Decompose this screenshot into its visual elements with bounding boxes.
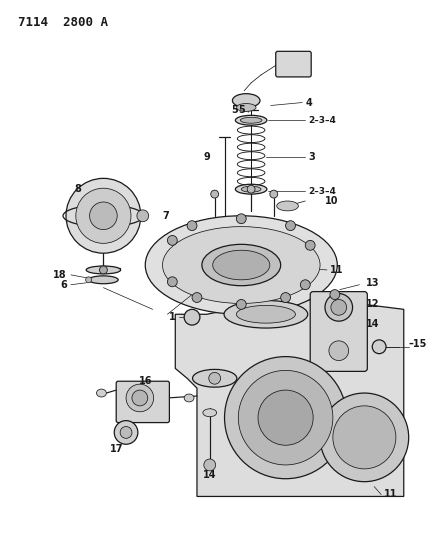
Ellipse shape bbox=[233, 94, 260, 108]
Circle shape bbox=[66, 179, 141, 253]
Text: 1: 1 bbox=[169, 312, 175, 322]
Ellipse shape bbox=[193, 369, 237, 387]
Circle shape bbox=[192, 293, 202, 302]
Circle shape bbox=[258, 390, 313, 445]
Circle shape bbox=[325, 294, 353, 321]
Circle shape bbox=[247, 185, 255, 193]
Circle shape bbox=[114, 421, 138, 445]
Circle shape bbox=[126, 384, 154, 412]
Circle shape bbox=[76, 188, 131, 244]
Text: 7114  2800 A: 7114 2800 A bbox=[18, 16, 108, 29]
Text: 11: 11 bbox=[330, 265, 343, 275]
Circle shape bbox=[132, 390, 148, 406]
Circle shape bbox=[90, 202, 117, 230]
Text: 7: 7 bbox=[163, 211, 169, 221]
Ellipse shape bbox=[240, 117, 262, 123]
Ellipse shape bbox=[277, 201, 299, 211]
Ellipse shape bbox=[203, 409, 217, 417]
Text: 13: 13 bbox=[366, 278, 380, 288]
Circle shape bbox=[236, 300, 246, 309]
Circle shape bbox=[209, 373, 221, 384]
Circle shape bbox=[239, 370, 333, 465]
Text: 11: 11 bbox=[384, 489, 398, 499]
Text: 12: 12 bbox=[366, 300, 380, 310]
Circle shape bbox=[331, 300, 347, 315]
Circle shape bbox=[137, 210, 149, 222]
Ellipse shape bbox=[236, 184, 267, 194]
Ellipse shape bbox=[202, 244, 281, 286]
Text: 14: 14 bbox=[203, 470, 217, 480]
Polygon shape bbox=[175, 300, 404, 496]
Circle shape bbox=[224, 357, 347, 479]
Ellipse shape bbox=[241, 186, 261, 192]
Ellipse shape bbox=[236, 115, 267, 125]
Ellipse shape bbox=[236, 305, 296, 323]
Circle shape bbox=[320, 393, 409, 482]
Circle shape bbox=[270, 190, 278, 198]
Text: 16: 16 bbox=[139, 376, 152, 386]
Ellipse shape bbox=[89, 276, 118, 284]
Text: 14: 14 bbox=[366, 319, 380, 329]
Circle shape bbox=[300, 280, 310, 289]
FancyBboxPatch shape bbox=[116, 381, 169, 423]
Circle shape bbox=[330, 289, 340, 300]
Circle shape bbox=[286, 221, 296, 231]
Ellipse shape bbox=[213, 251, 270, 280]
Text: 4: 4 bbox=[305, 98, 312, 108]
Text: 2–3–4: 2–3–4 bbox=[308, 116, 336, 125]
Circle shape bbox=[187, 221, 197, 231]
Text: 8: 8 bbox=[74, 184, 81, 194]
Circle shape bbox=[204, 459, 216, 471]
Text: 6: 6 bbox=[60, 280, 67, 290]
Circle shape bbox=[333, 406, 396, 469]
FancyBboxPatch shape bbox=[276, 51, 311, 77]
Text: 3: 3 bbox=[308, 152, 315, 161]
Circle shape bbox=[281, 293, 290, 302]
Circle shape bbox=[120, 426, 132, 438]
Text: –15: –15 bbox=[409, 339, 427, 349]
Ellipse shape bbox=[163, 227, 320, 303]
Circle shape bbox=[329, 341, 349, 360]
Ellipse shape bbox=[86, 266, 121, 274]
Circle shape bbox=[167, 277, 177, 287]
Ellipse shape bbox=[184, 394, 194, 402]
Circle shape bbox=[236, 214, 246, 224]
Text: 10: 10 bbox=[325, 196, 338, 206]
Text: 18: 18 bbox=[53, 270, 67, 280]
Ellipse shape bbox=[145, 216, 337, 314]
Ellipse shape bbox=[236, 103, 256, 111]
Text: 5: 5 bbox=[232, 106, 239, 116]
Circle shape bbox=[100, 266, 107, 274]
Ellipse shape bbox=[224, 301, 308, 328]
Circle shape bbox=[167, 236, 177, 245]
FancyBboxPatch shape bbox=[310, 292, 367, 372]
Ellipse shape bbox=[97, 389, 106, 397]
Text: 9: 9 bbox=[203, 152, 210, 161]
Text: 5: 5 bbox=[238, 106, 245, 116]
Circle shape bbox=[372, 340, 386, 354]
Text: 17: 17 bbox=[109, 444, 123, 454]
Circle shape bbox=[184, 309, 200, 325]
Circle shape bbox=[305, 240, 315, 251]
Text: 2–3–4: 2–3–4 bbox=[308, 187, 336, 196]
Circle shape bbox=[211, 190, 219, 198]
Circle shape bbox=[86, 277, 91, 282]
